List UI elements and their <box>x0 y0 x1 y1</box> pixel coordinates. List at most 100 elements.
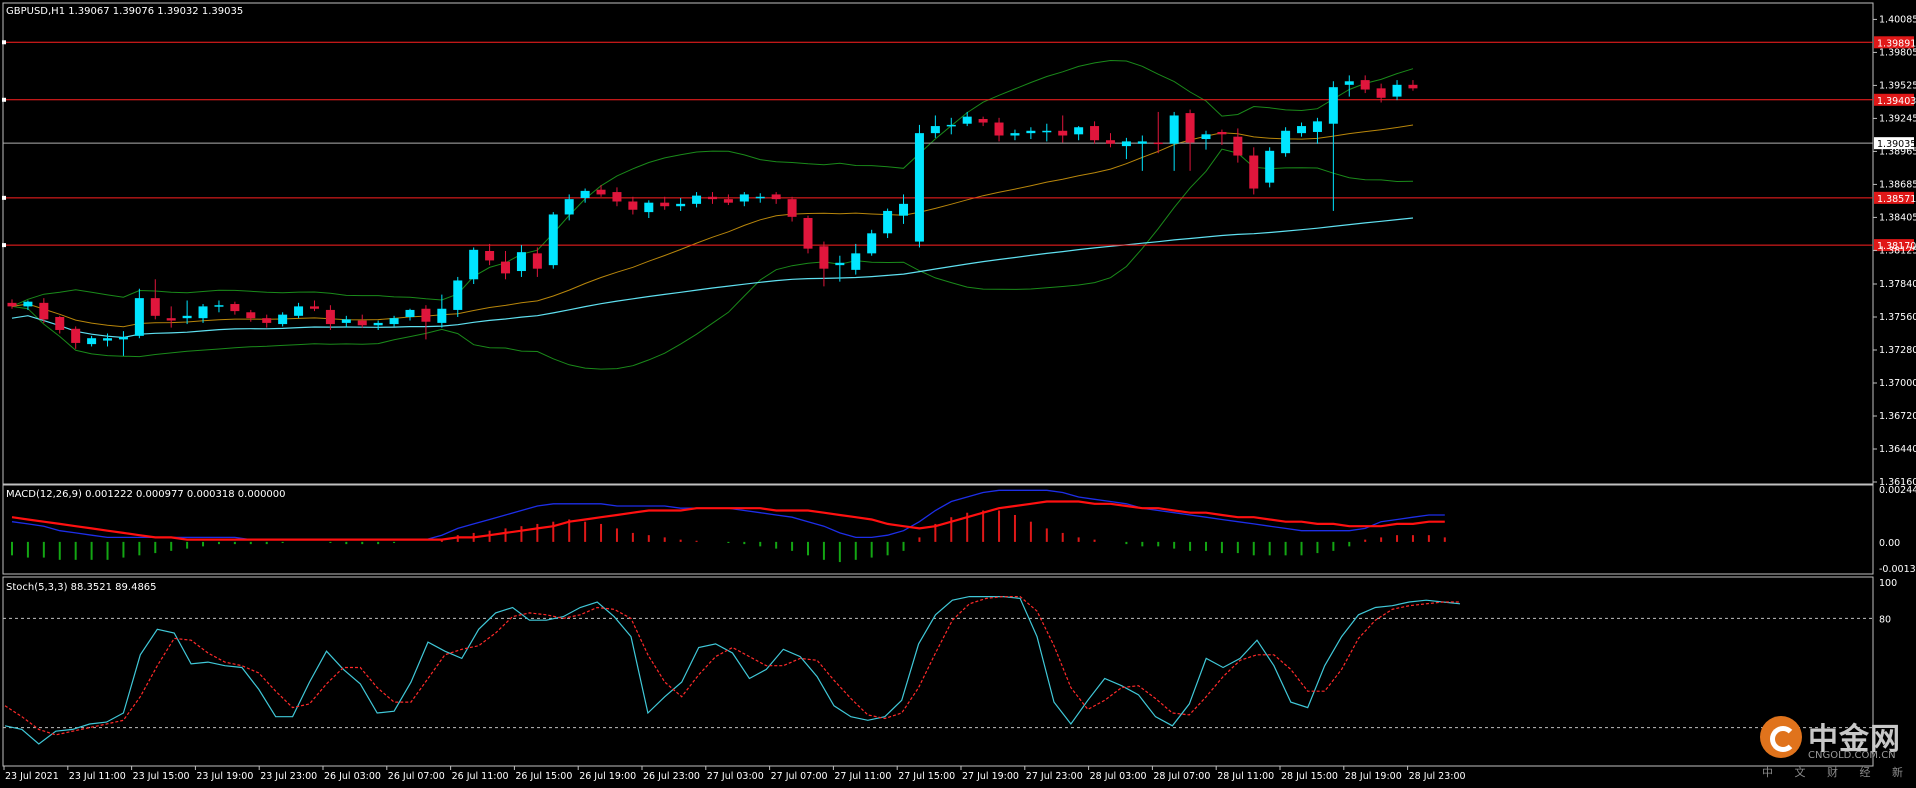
candle-body[interactable] <box>994 122 1004 136</box>
candle-body[interactable] <box>596 189 606 195</box>
candle-body[interactable] <box>1408 84 1418 89</box>
candle-body[interactable] <box>1217 131 1227 135</box>
candle-body[interactable] <box>501 261 511 274</box>
candle-body[interactable] <box>723 199 733 203</box>
candle-body[interactable] <box>262 318 272 323</box>
candle-body[interactable] <box>930 126 940 134</box>
candle-body[interactable] <box>819 246 829 269</box>
candle-body[interactable] <box>1026 130 1036 134</box>
candle-body[interactable] <box>230 304 240 312</box>
candle-body[interactable] <box>1010 133 1020 136</box>
candle-body[interactable] <box>1042 130 1052 133</box>
candle-body[interactable] <box>341 319 351 323</box>
candle-body[interactable] <box>1074 127 1084 135</box>
candle-body[interactable] <box>532 253 542 269</box>
level-handle-0[interactable] <box>2 40 6 45</box>
candle-body[interactable] <box>580 190 590 198</box>
candle-body[interactable] <box>23 301 33 307</box>
candle-body[interactable] <box>294 306 304 316</box>
candle-body[interactable] <box>1058 130 1068 136</box>
candle-body[interactable] <box>914 133 924 242</box>
candle-body[interactable] <box>1137 141 1147 144</box>
candle-body[interactable] <box>134 298 144 336</box>
candle-body[interactable] <box>1105 140 1115 144</box>
candle-body[interactable] <box>55 317 65 330</box>
candle-body[interactable] <box>1281 130 1291 154</box>
stochastic-pane[interactable] <box>3 596 1873 745</box>
price-tick-label: 1.39245 <box>1879 113 1916 124</box>
candle-body[interactable] <box>851 253 861 270</box>
candle-body[interactable] <box>87 338 97 345</box>
candle-body[interactable] <box>389 318 399 325</box>
price-pane[interactable] <box>2 40 1873 370</box>
candle-body[interactable] <box>166 318 176 321</box>
level-handle-2[interactable] <box>2 195 6 200</box>
candle-body[interactable] <box>1265 150 1275 183</box>
candle-body[interactable] <box>739 194 749 202</box>
watermark-slogan: 中 文 财 经 新 媒 体 <box>1762 766 1916 779</box>
candle-body[interactable] <box>707 196 717 200</box>
candle-body[interactable] <box>612 192 622 202</box>
candle-body[interactable] <box>39 302 49 320</box>
candle-body[interactable] <box>1376 88 1386 98</box>
level-tag-1 <box>1874 93 1914 106</box>
candle-body[interactable] <box>1328 87 1338 124</box>
candle-body[interactable] <box>835 262 845 266</box>
candle-body[interactable] <box>548 214 558 266</box>
candle-body[interactable] <box>118 337 128 340</box>
candle-body[interactable] <box>1121 141 1131 147</box>
candle-body[interactable] <box>771 194 781 200</box>
macd-pane[interactable] <box>11 489 1446 563</box>
candle-body[interactable] <box>373 322 383 326</box>
candle-body[interactable] <box>1233 136 1243 156</box>
candle-body[interactable] <box>676 203 686 207</box>
candle-body[interactable] <box>1153 142 1163 145</box>
candle-body[interactable] <box>787 199 797 217</box>
candle-body[interactable] <box>469 249 479 280</box>
candle-body[interactable] <box>405 309 415 317</box>
candle-body[interactable] <box>421 308 431 322</box>
candle-body[interactable] <box>962 116 972 124</box>
candle-body[interactable] <box>1344 81 1354 85</box>
candle-body[interactable] <box>198 306 208 319</box>
candle-body[interactable] <box>564 199 574 215</box>
candle-body[interactable] <box>883 210 893 234</box>
candle-body[interactable] <box>7 302 17 307</box>
candle-body[interactable] <box>453 280 463 310</box>
candle-body[interactable] <box>182 315 192 319</box>
candle-body[interactable] <box>246 312 256 319</box>
candle-body[interactable] <box>1360 80 1370 90</box>
candle-body[interactable] <box>660 202 670 207</box>
candle-body[interactable] <box>1185 113 1195 143</box>
candle-body[interactable] <box>644 202 654 213</box>
candle-body[interactable] <box>309 306 319 309</box>
candle-body[interactable] <box>1169 115 1179 144</box>
candle-body[interactable] <box>71 328 81 343</box>
candle-body[interactable] <box>214 305 224 307</box>
candle-body[interactable] <box>628 201 638 210</box>
candle-body[interactable] <box>692 195 702 204</box>
candle-body[interactable] <box>755 196 765 199</box>
candle-body[interactable] <box>1312 121 1322 132</box>
candle-body[interactable] <box>978 119 988 123</box>
candle-body[interactable] <box>437 308 447 323</box>
candle-body[interactable] <box>867 233 877 254</box>
candle-body[interactable] <box>946 124 956 127</box>
candle-body[interactable] <box>1201 134 1211 140</box>
candle-body[interactable] <box>103 338 113 341</box>
candle-body[interactable] <box>1297 126 1307 134</box>
candle-body[interactable] <box>899 203 909 216</box>
candle-body[interactable] <box>150 298 160 316</box>
candle-body[interactable] <box>278 314 288 325</box>
candle-body[interactable] <box>1090 126 1100 141</box>
candle-body[interactable] <box>1249 155 1259 189</box>
candle-body[interactable] <box>1392 84 1402 97</box>
candle-body[interactable] <box>325 309 335 325</box>
candle-body[interactable] <box>516 252 526 272</box>
candle-body[interactable] <box>485 251 495 261</box>
level-handle-3[interactable] <box>2 243 6 248</box>
candle-body[interactable] <box>803 218 813 249</box>
candle-body[interactable] <box>357 320 367 326</box>
level-handle-1[interactable] <box>2 97 6 102</box>
